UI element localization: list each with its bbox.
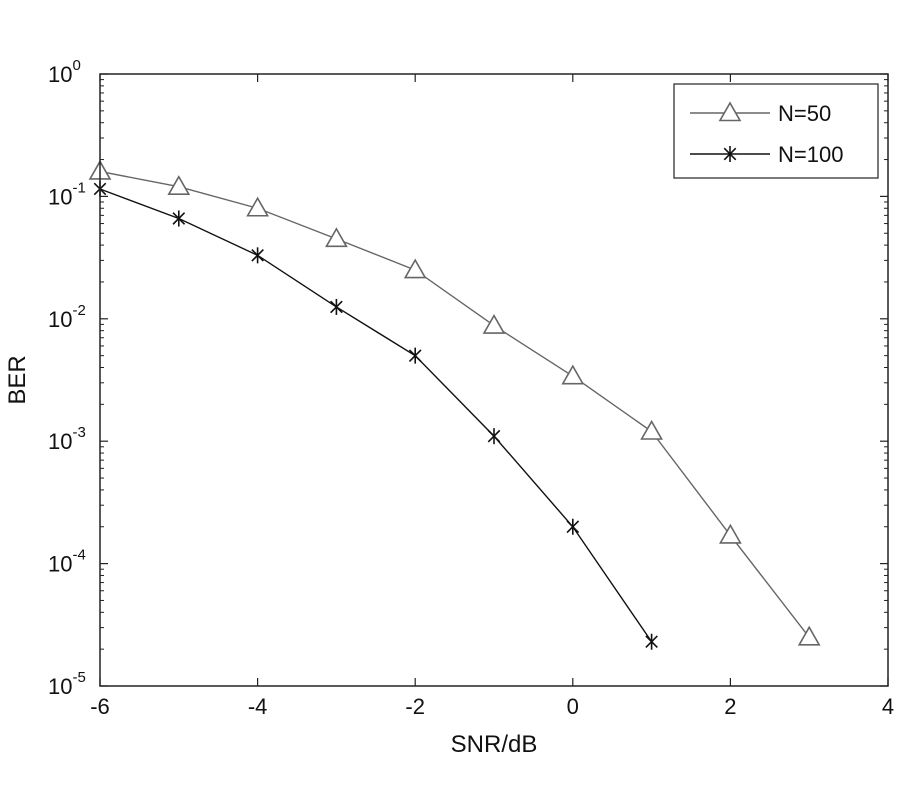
legend: N=50 N=100 (673, 83, 879, 179)
data-point (482, 313, 506, 334)
y-tick-label: 10-1 (48, 179, 86, 209)
series-n100 (93, 180, 658, 650)
series-line (99, 188, 653, 643)
x-tick-label: -4 (248, 694, 268, 719)
y-tick-label: 10-2 (48, 302, 86, 332)
x-tick-label: -6 (90, 694, 110, 719)
data-point (645, 633, 658, 650)
y-tick-exponent: -3 (72, 424, 85, 441)
y-tick-exponent: -5 (72, 669, 85, 686)
data-point (251, 247, 264, 264)
y-tick-exponent: 0 (72, 57, 80, 74)
y-tick-base: 10 (48, 429, 72, 454)
data-point (719, 523, 742, 544)
x-axis-label: SNR/dB (451, 731, 538, 758)
y-tick-exponent: -4 (72, 547, 85, 564)
data-point (566, 518, 580, 535)
y-tick-label: 10-4 (48, 547, 86, 577)
y-tick-base: 10 (48, 552, 72, 577)
data-point (403, 258, 427, 279)
legend-box (673, 83, 879, 179)
data-point (640, 419, 663, 440)
y-tick-base: 10 (48, 674, 72, 699)
series-line (99, 170, 810, 638)
y-tick-base: 10 (48, 184, 72, 209)
y-tick-exponent: -1 (72, 179, 85, 196)
x-tick-label: -2 (405, 694, 425, 719)
legend-label: N=50 (778, 101, 831, 126)
y-tick-label: 100 (48, 57, 81, 87)
plot-frame (99, 73, 889, 687)
data-point (167, 175, 191, 196)
legend-marker (723, 146, 737, 162)
legend-entry: N=50 (690, 101, 831, 126)
data-point (172, 210, 186, 227)
y-axis-label: BER (4, 355, 31, 404)
data-point (330, 298, 343, 315)
legend-marker (718, 101, 742, 122)
series-layer (88, 159, 821, 650)
data-point (797, 625, 821, 646)
x-tick-label: 0 (567, 694, 579, 719)
data-point (561, 364, 585, 385)
data-point (325, 227, 348, 248)
series-n50 (88, 159, 821, 646)
x-tick-label: 4 (882, 694, 894, 719)
y-tick-label: 10-5 (48, 669, 86, 699)
legend-label: N=100 (778, 142, 843, 167)
y-tick-base: 10 (48, 307, 72, 332)
legend-entry: N=100 (690, 142, 843, 167)
y-tick-base: 10 (48, 62, 72, 87)
y-tick-label: 10-3 (48, 424, 86, 454)
y-tick-exponent: -2 (72, 302, 85, 319)
x-tick-label: 2 (724, 694, 736, 719)
data-point (487, 428, 501, 445)
data-point (246, 196, 269, 217)
data-point (408, 347, 422, 364)
